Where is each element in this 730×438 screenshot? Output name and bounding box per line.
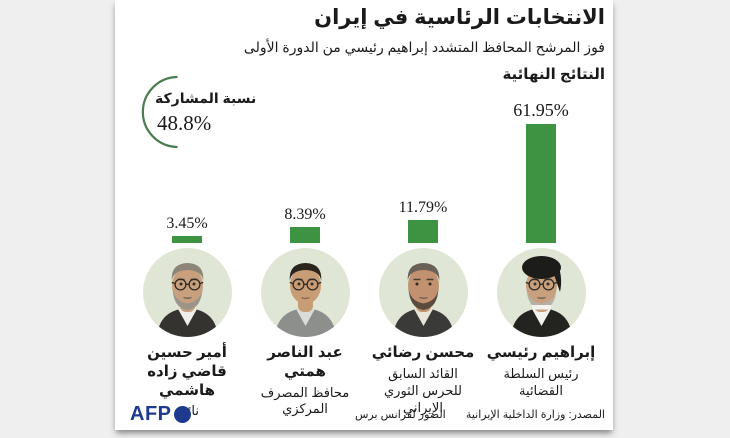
candidate-column: 61.95% إبراهيم رئيسي رئيس السلطة القضائية [482, 100, 600, 420]
candidate-column: 11.79% محسن رضائي القائد السابق للحرس الثو… [364, 100, 482, 420]
infographic-card: الانتخابات الرئاسية في إيران فوز المرشح … [115, 0, 613, 430]
photo-credit: الصور لفرانس برس [355, 409, 446, 421]
candidate-name: محسن رضائي [371, 344, 475, 361]
participation-label: نسبة المشاركة [155, 90, 257, 106]
result-value-label: 11.79% [398, 199, 448, 216]
candidate-photo [496, 248, 586, 337]
candidate-name: أمير حسين قاضي زاده هاشمي [147, 344, 227, 399]
candidate-photo [260, 248, 350, 337]
candidate-column: 8.39% عبد الناصر همتي محافظ المصرف المركز… [246, 100, 364, 420]
bar-area: 8.39% [246, 100, 364, 243]
participation-value: 48.8% [157, 111, 212, 135]
subtitle: فوز المرشح المحافظ المتشدد إبراهيم رئيسي… [243, 39, 605, 56]
bar-area: 11.79% [364, 100, 482, 243]
candidate-name: إبراهيم رئيسي [486, 344, 596, 361]
bar-area: 3.45% [128, 100, 246, 243]
result-bar [408, 220, 438, 243]
candidate-role: رئيس السلطة القضائية [503, 365, 579, 398]
afp-logo: AFP [130, 403, 191, 426]
source-note: المصدر: وزارة الداخلية الإيرانية [465, 409, 605, 421]
result-bar [172, 236, 202, 243]
result-value-label: 8.39% [284, 206, 326, 223]
result-bar [290, 227, 320, 243]
candidate-photo [142, 248, 232, 337]
final-results-label: النتائج النهائية [502, 66, 605, 84]
candidate-role: محافظ المصرف المركزي [260, 384, 350, 417]
bar-area: 61.95% [482, 100, 600, 243]
candidate-role: القائد السابق للحرس الثوري الإيراني [384, 365, 462, 415]
candidate-column: 3.45% أمير حسين قاضي زاده هاشمينائب [128, 100, 246, 420]
afp-logo-text: AFP [130, 403, 172, 425]
afp-globe-icon [173, 406, 191, 423]
candidate-photo [378, 248, 468, 337]
candidate-name: عبد الناصر همتي [267, 344, 343, 380]
result-value-label: 3.45% [166, 215, 208, 232]
bar-chart: 61.95% إبراهيم رئيسي رئيس السلطة القضائية… [128, 100, 600, 420]
page-title: الانتخابات الرئاسية في إيران [314, 6, 605, 29]
result-value-label: 61.95% [513, 100, 569, 120]
header: الانتخابات الرئاسية في إيران فوز المرشح … [127, 5, 605, 83]
result-bar [526, 124, 556, 243]
participation-arc-icon [141, 75, 178, 149]
